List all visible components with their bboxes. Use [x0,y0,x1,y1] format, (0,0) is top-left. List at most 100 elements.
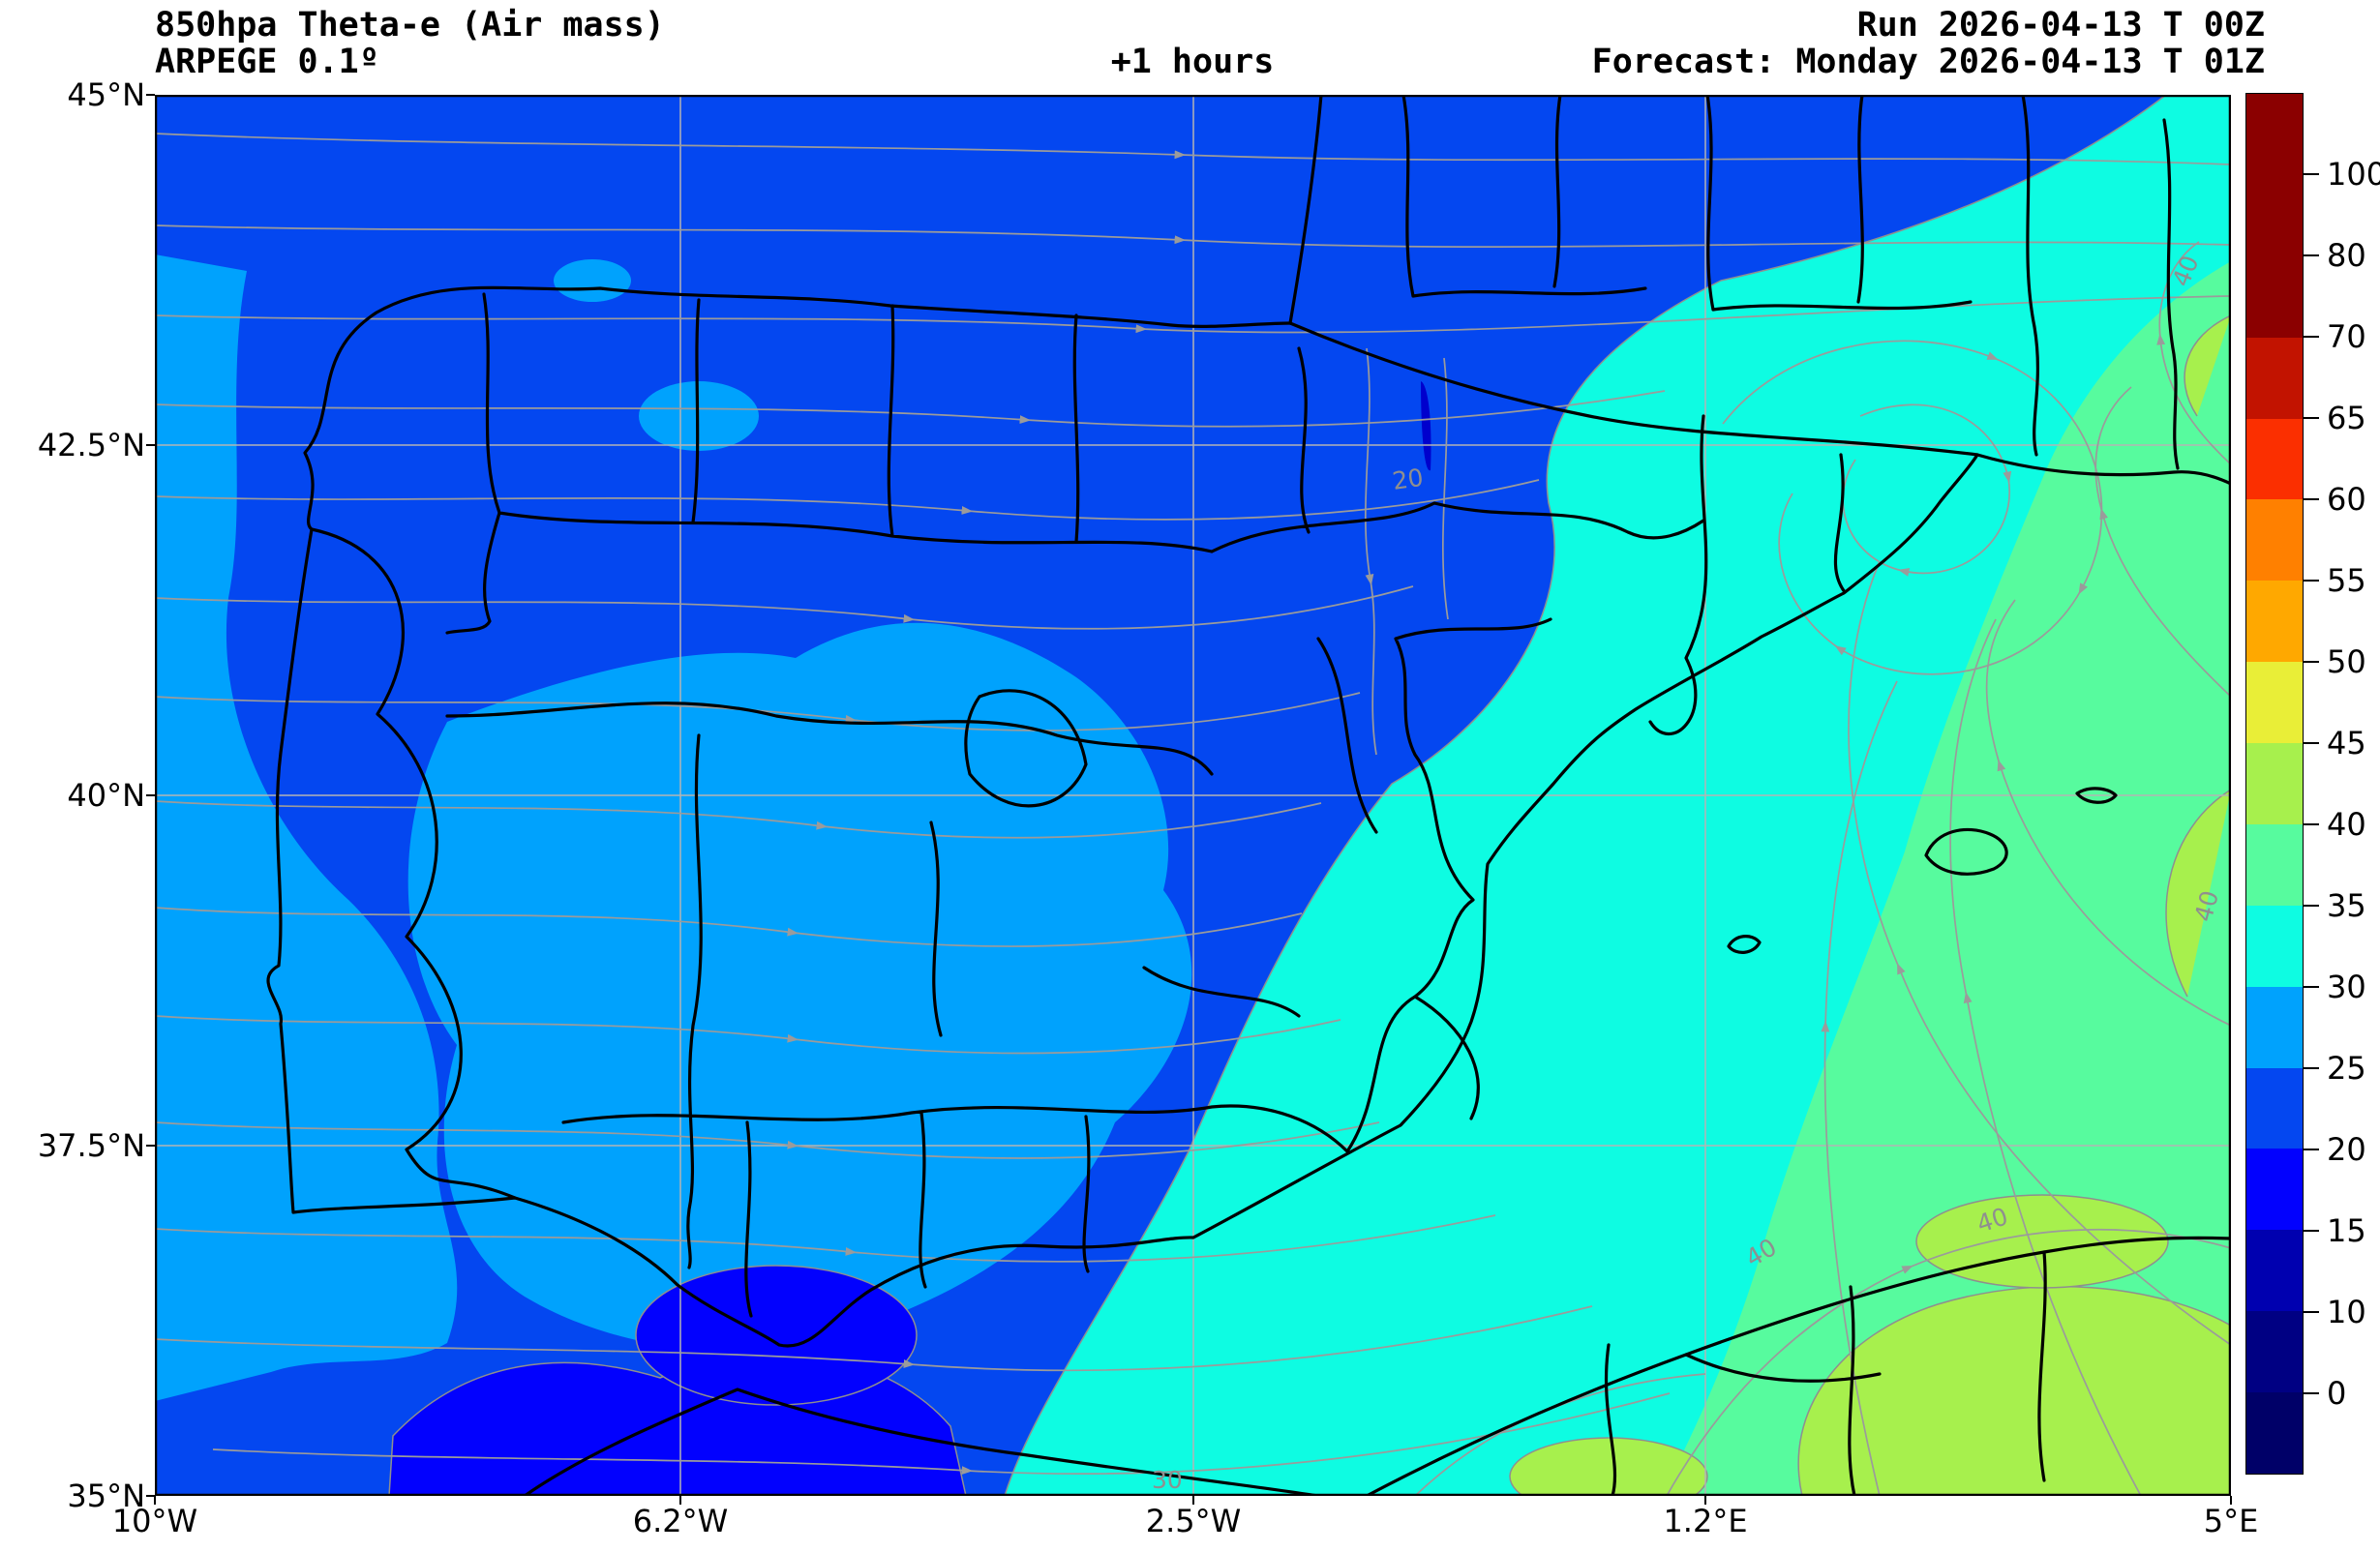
colorbar-tick-label: 65 [2327,400,2366,436]
africa-borders [1604,1250,2047,1496]
fill-25-30-west [155,254,458,1401]
colorbar-segment [2246,499,2303,582]
lon-tick [154,1496,156,1505]
colorbar-segment [2246,94,2303,175]
colorbar-segment [2246,1067,2303,1149]
colorbar-segment [2246,662,2303,743]
colorbar-tick [2304,1067,2319,1069]
colorbar-tick-label: 70 [2327,318,2366,355]
page-title: 850hpa Theta-e (Air mass) [155,6,665,45]
lat-tick-label: 40°N [67,777,145,814]
colorbar-segment [2246,337,2303,419]
lon-tick [1704,1496,1706,1505]
colorbar-tick [2304,417,2319,419]
france-coast [1288,95,2231,486]
colorbar-tick-label: 80 [2327,237,2366,274]
colorbar-tick [2304,742,2319,744]
colorbar-tick [2304,254,2319,256]
colorbar-tick [2304,1392,2319,1394]
streamlines [155,133,2231,1496]
colorbar-segment [2246,823,2303,906]
portugal-spain-border [310,527,517,1200]
lon-tick-label: 5°E [2203,1503,2259,1539]
colorbar-tick [2304,580,2319,582]
iberia-coastline [266,285,1979,1348]
lon-tick-label: 6.2°W [632,1503,729,1539]
colorbar-tick [2304,1230,2319,1232]
colorbar-tick-label: 40 [2327,806,2366,843]
colorbar-tick [2304,1149,2319,1150]
map-border-frame [154,94,2232,1497]
colorbar-segment [2246,905,2303,987]
map-frame: 20 30 40 40 40 40 [154,94,2232,1497]
lon-tick-label: 10°W [111,1503,198,1539]
colorbar-tick [2304,986,2319,988]
colorbar-tick-label: 15 [2327,1212,2366,1249]
lat-tick-label: 42.5°N [37,427,145,463]
colorbar-tick [2304,173,2319,175]
colorbar-tick-label: 60 [2327,481,2366,518]
colorbar-segment [2246,743,2303,824]
fill-40-45 [1797,1285,2231,1496]
lon-tick [679,1496,681,1505]
colorbar-segment [2246,1311,2303,1392]
colorbar-segment [2246,1230,2303,1312]
lat-tick [146,1495,155,1497]
lat-tick [146,444,155,446]
colorbar: 100 80 70 65 60 55 50 45 40 35 30 25 20 … [2245,93,2380,1475]
lat-tick [146,94,155,96]
fill-15-20-blob [635,1265,918,1406]
lon-tick-label: 2.5°W [1145,1503,1242,1539]
lon-tick [1192,1496,1194,1505]
colorbar-segment [2246,581,2303,663]
lon-tick-label: 1.2°E [1663,1503,1748,1539]
lat-tick-label: 35°N [67,1477,145,1514]
colorbar-tick-label: 50 [2327,643,2366,680]
lat-tick-label: 45°N [67,76,145,113]
fill-25-30-blob [554,259,631,302]
colorbar-tick-label: 10 [2327,1294,2366,1330]
colorbar-segment [2246,174,2303,256]
colorbar-segment [2246,418,2303,500]
contour-label: 20 [1391,463,1426,495]
colorbar-tick-label: 20 [2327,1131,2366,1168]
colorbar-segment [2246,1149,2303,1231]
colorbar-tick-label: 30 [2327,969,2366,1005]
contour-label: 30 [1152,1466,1183,1494]
colorbar-tick [2304,823,2319,825]
colorbar-tick-label: 45 [2327,725,2366,761]
colorbar-tick-label: 0 [2327,1375,2347,1412]
fill-25-30-central [407,622,1192,1352]
colorbar-tick-label: 35 [2327,887,2366,924]
france-borders [1401,95,2180,470]
lon-tick [2230,1496,2232,1505]
spain-region-borders [445,292,1847,1318]
fill-40-45 [2165,789,2231,998]
map-canvas: 20 30 40 40 40 40 [154,94,2232,1497]
fill-35-40 [1663,261,2231,1496]
colorbar-tick-label: 25 [2327,1050,2366,1087]
pyrenees-border [1288,321,1979,457]
fill-sliver [1421,381,1431,471]
colorbar-tick [2304,1311,2319,1313]
colorbar-segment [2246,986,2303,1068]
colorbar-tick [2304,498,2319,500]
lat-tick [146,1145,155,1147]
colorbar-tick-label: 55 [2327,562,2366,599]
model-label: ARPEGE 0.1º [155,43,379,81]
lat-tick-label: 37.5°N [37,1127,145,1164]
forecast-hour-label: +1 hours [1110,43,1275,81]
lat-tick [146,794,155,796]
forecast-label: Forecast: Monday 2026-04-13 T 01Z [1591,43,2265,81]
fill-40-45 [2184,314,2231,417]
balearic-islands [1727,787,2118,954]
colorbar-tick [2304,905,2319,907]
borders [266,95,2231,1496]
colorbar-bar [2245,93,2304,1475]
colorbar-tick [2304,336,2319,338]
colorbar-segment [2246,1392,2303,1474]
africa-coastline [523,1236,2231,1496]
run-label: Run 2026-04-13 T 00Z [1856,6,2265,45]
colorbar-tick-label: 100 [2327,156,2380,193]
